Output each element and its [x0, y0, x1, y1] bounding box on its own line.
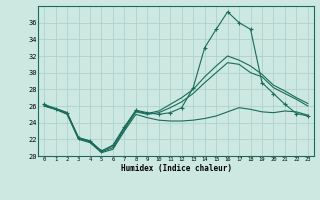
- X-axis label: Humidex (Indice chaleur): Humidex (Indice chaleur): [121, 164, 231, 173]
